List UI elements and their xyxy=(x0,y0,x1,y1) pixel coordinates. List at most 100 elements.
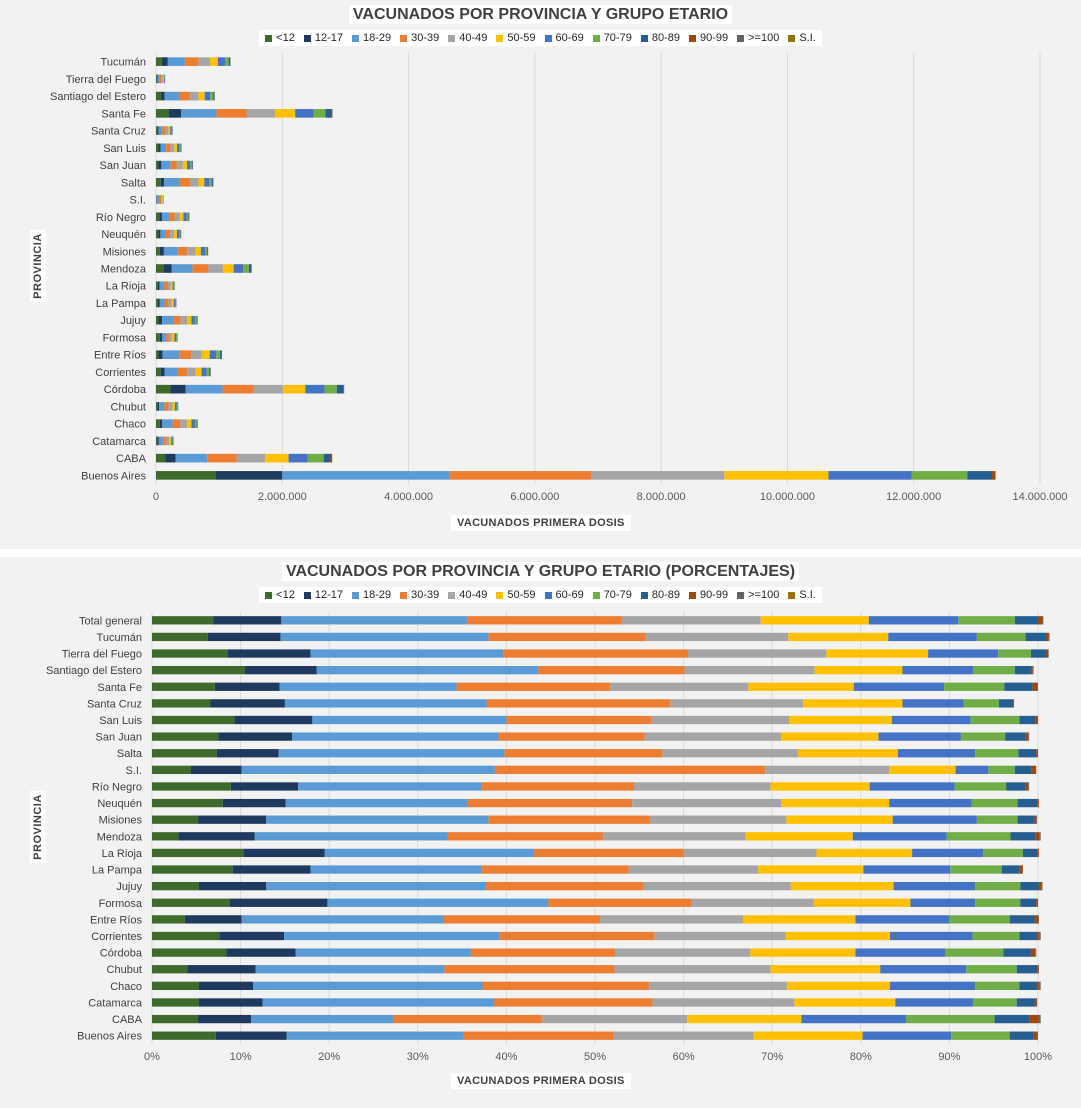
bar-segment-entre-rios-90-99 xyxy=(1034,915,1038,924)
bar-segment-santa-cruz-70-79 xyxy=(171,126,173,135)
bar-segment-chaco-18-29 xyxy=(162,419,173,428)
bar-segment-chaco-90-99 xyxy=(1037,981,1040,990)
bar-segment-neuquen-18-29 xyxy=(160,229,166,239)
bar-segment-neuquen-70-79 xyxy=(179,229,181,239)
bar-segment-formosa-30-39 xyxy=(548,898,692,907)
legend-item-18-29: 18-29 xyxy=(351,32,391,44)
bar-segment-tierra-del-fuego-80-89 xyxy=(1030,649,1046,658)
y-tick-label: S.I. xyxy=(125,765,142,777)
legend-label: >=100 xyxy=(748,589,780,601)
bar-segment-tucuman-40-49 xyxy=(645,632,789,642)
bar-segment-buenos-aires-70-79 xyxy=(951,1031,1010,1040)
legend-label: 12-17 xyxy=(314,589,343,601)
bar-segment-la-pampa-12-17 xyxy=(157,298,160,308)
bar-segment-misiones-50-59 xyxy=(786,815,893,824)
y-tick-label: La Rioja xyxy=(106,281,147,293)
bar-segment-santiago-del-estero-12-17 xyxy=(245,666,317,675)
y-tick-label: San Juan xyxy=(96,732,142,744)
bar-segment-la-pampa-30-39 xyxy=(481,865,629,874)
bar-segment-mendoza-18-29 xyxy=(171,264,193,273)
bar-segment-san-juan-50-59 xyxy=(781,732,879,741)
y-tick-label: Buenos Aires xyxy=(81,470,146,482)
bar-segment-santa-cruz-18-29 xyxy=(284,699,487,708)
bar-segment-santa-cruz-40-49 xyxy=(670,699,804,708)
bar-segment-santa-cruz-18-29 xyxy=(158,126,163,135)
bar-segment-neuquen-40-49 xyxy=(170,229,175,239)
y-tick-label: Santa Fe xyxy=(97,682,142,694)
bar-segment-santiago-del-estero-gte100 xyxy=(1032,666,1034,675)
bar-segment-s-i-12-17 xyxy=(190,765,242,774)
legend-label: 60-69 xyxy=(555,32,584,44)
y-tick-label: San Luis xyxy=(99,715,142,727)
bar-segment-catamarca-40-49 xyxy=(652,998,795,1007)
bar-segment-cordoba-12-17 xyxy=(170,384,186,394)
bar-segment-tucuman-18-29 xyxy=(167,57,185,66)
bar-segment-santiago-del-estero-40-49 xyxy=(684,666,815,675)
bar-segment-santiago-del-estero-40-49 xyxy=(189,91,199,101)
y-tick-label: Total general xyxy=(79,615,142,627)
bar-segment-buenos-aires-18-29 xyxy=(282,471,450,480)
bar-segment-santa-cruz-80-89 xyxy=(999,699,1014,708)
bar-segment-santa-fe-50-59 xyxy=(748,682,854,691)
legend-item-90-99: 90-99 xyxy=(688,589,728,601)
bar-segment-cordoba-40-49 xyxy=(253,384,283,394)
bar-segment-santiago-del-estero-70-79 xyxy=(210,91,214,101)
legend-label: 90-99 xyxy=(699,32,729,44)
bar-segment-jujuy-90-99 xyxy=(1038,882,1042,891)
bar-segment-santa-fe-70-79 xyxy=(944,682,1005,691)
bar-segment-cordoba-70-79 xyxy=(324,384,337,394)
bar-segment-catamarca-18-29 xyxy=(262,998,494,1007)
bar-segment-neuquen-80-89 xyxy=(1017,798,1038,808)
bar-segment-buenos-aires-40-49 xyxy=(613,1031,754,1040)
legend-label: 30-39 xyxy=(411,589,440,601)
bar-segment-cordoba-18-29 xyxy=(185,384,223,394)
bar-segment-la-rioja-50-59 xyxy=(170,281,173,291)
bar-segment-chubut-18-29 xyxy=(159,402,165,411)
legend-item-30-39: 30-39 xyxy=(400,589,439,601)
bar-segment-mendoza-40-49 xyxy=(602,832,746,841)
bar-segment-chaco-60-69 xyxy=(191,419,195,428)
bar-segment-formosa-30-39 xyxy=(166,333,170,342)
legend-label: S.I. xyxy=(799,32,816,44)
bar-segment-jujuy-18-29 xyxy=(266,882,487,891)
bar-segment-chubut-50-59 xyxy=(172,402,175,411)
bar-segment-entre-rios-12-17 xyxy=(184,915,242,924)
bar-segment-caba-90-99 xyxy=(330,453,333,463)
x-tick-label: 6.000.000 xyxy=(510,491,559,503)
bar-segment-chaco-gte100 xyxy=(1039,981,1041,990)
bar-segment-entre-rios-40-49 xyxy=(191,350,202,360)
bar-segment-corrientes-18-29 xyxy=(164,367,178,377)
bar-segment-formosa-18-29 xyxy=(162,333,167,342)
bar-segment-cordoba-60-69 xyxy=(855,948,945,957)
bar-segment-la-rioja-30-39 xyxy=(163,281,168,291)
bar-segment-tucuman-lt12 xyxy=(156,57,162,66)
bar-segment-caba-80-89 xyxy=(323,453,331,463)
legend-label: 70-79 xyxy=(603,589,632,601)
chart-legend: <12 12-17 18-29 30-39 40-49 50-59 60-69 70-79 80… xyxy=(0,30,1081,46)
bar-segment-la-rioja-18-29 xyxy=(159,281,164,291)
bar-segment-catamarca-30-39 xyxy=(163,436,167,446)
bar-segment-santa-fe-70-79 xyxy=(313,109,326,118)
bar-segment-cordoba-30-39 xyxy=(222,384,254,394)
bar-segment-tucuman-40-49 xyxy=(198,57,211,66)
bar-segment-chaco-lt12 xyxy=(156,419,160,428)
bar-segment-chaco-50-59 xyxy=(787,981,891,990)
bar-segment-san-luis-lt12 xyxy=(156,143,159,153)
bar-segment-la-rioja-90-99 xyxy=(1037,848,1039,858)
bar-segment-neuquen-12-17 xyxy=(222,798,286,808)
bar-segment-jujuy-40-49 xyxy=(180,315,188,325)
bar-segment-formosa-70-79 xyxy=(975,898,1021,907)
bar-segment-santa-cruz-90-99 xyxy=(1013,699,1015,708)
bar-segment-la-pampa-50-59 xyxy=(171,298,174,308)
bar-segment-chaco-60-69 xyxy=(890,981,976,990)
bar-segment-entre-rios-60-69 xyxy=(855,915,950,924)
bar-segment-neuquen-50-59 xyxy=(781,798,890,808)
bar-segment-total-general-30-39 xyxy=(467,616,622,625)
legend-swatch xyxy=(640,591,648,599)
bar-segment-entre-rios-70-79 xyxy=(216,350,221,360)
x-tick-label: 8.000.000 xyxy=(637,491,686,503)
bar-segment-tucuman-lt12 xyxy=(152,632,208,642)
legend-item-gte100: >=100 xyxy=(737,32,779,44)
bar-segment-caba-18-29 xyxy=(251,1014,393,1024)
x-tick-label: 20% xyxy=(318,1051,340,1063)
